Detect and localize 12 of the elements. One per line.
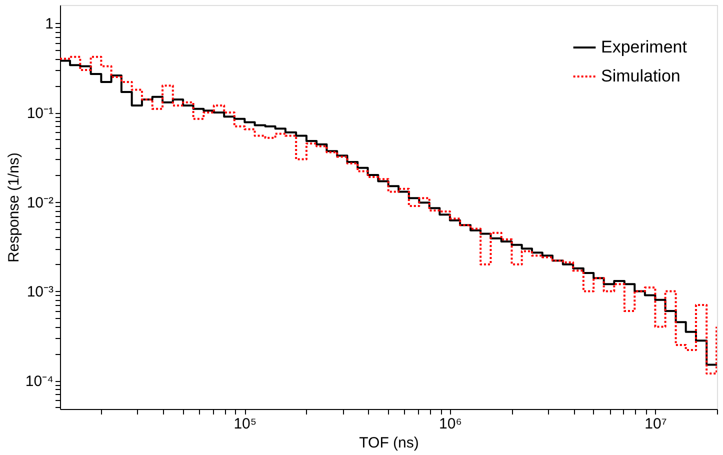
legend-label: Experiment (601, 38, 688, 56)
legend-label: Simulation (601, 66, 680, 86)
y-tick-label: 10⁻¹ (26, 105, 54, 122)
y-tick-label: 10⁻⁴ (25, 373, 54, 390)
x-tick-label: 10⁶ (439, 416, 462, 432)
y-tick-label: 10⁻² (26, 194, 54, 212)
x-tick-label: 10⁷ (644, 416, 667, 432)
x-axis-title: TOF (ns) (359, 434, 419, 452)
x-tick-label: 10⁵ (234, 416, 257, 432)
y-tick-label: 1 (45, 16, 54, 33)
y-axis-title: Response (1/ns) (5, 152, 22, 263)
y-tick-label: 10⁻³ (26, 284, 54, 301)
